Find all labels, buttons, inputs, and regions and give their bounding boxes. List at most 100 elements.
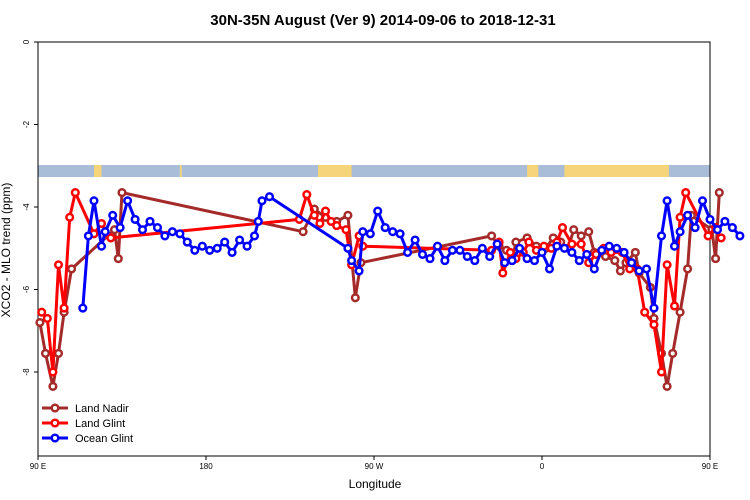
data-point — [78, 303, 88, 313]
data-point — [544, 264, 555, 274]
data-point — [735, 231, 745, 241]
data-point — [612, 243, 622, 253]
data-point — [425, 254, 435, 264]
data-point — [354, 266, 364, 276]
x-axis-label: Longitude — [349, 477, 402, 491]
x-tick-label: 0 — [540, 462, 545, 471]
data-point — [332, 221, 342, 231]
data-point — [615, 266, 625, 276]
data-point — [65, 212, 75, 222]
data-point — [604, 241, 614, 251]
data-point — [137, 225, 148, 235]
data-point — [559, 243, 569, 253]
data-point — [417, 249, 428, 259]
data-point — [264, 192, 275, 202]
data-point — [697, 196, 708, 206]
data-point — [380, 223, 390, 233]
data-point — [600, 251, 611, 262]
land-segment — [564, 165, 669, 177]
data-point — [462, 251, 472, 262]
data-point — [515, 243, 525, 253]
data-point — [711, 254, 721, 264]
legend-marker — [50, 433, 60, 443]
data-point — [641, 264, 652, 274]
data-point — [524, 237, 534, 247]
data-point — [675, 212, 685, 222]
data-point — [662, 381, 672, 391]
data-point — [440, 256, 450, 266]
x-tick-label: 90 E — [30, 462, 46, 471]
legend-label: Ocean Glint — [75, 433, 133, 445]
data-point — [630, 247, 640, 257]
data-point — [35, 317, 45, 328]
y-tick-label: -2 — [22, 120, 31, 128]
land-segment — [654, 165, 666, 177]
data-point — [675, 227, 685, 237]
data-point — [106, 233, 116, 243]
data-point — [552, 241, 562, 251]
data-point — [388, 227, 398, 237]
data-point — [190, 245, 200, 255]
data-point — [487, 231, 497, 241]
data-point — [669, 301, 680, 311]
data-point — [447, 245, 457, 255]
data-point — [123, 196, 133, 206]
data-point — [656, 231, 667, 241]
data-point — [477, 243, 487, 253]
land-segment — [179, 165, 182, 177]
data-point — [48, 367, 58, 377]
series-ocean-glint — [78, 192, 745, 313]
data-point — [100, 227, 110, 237]
data-point — [235, 235, 245, 245]
data-point — [403, 247, 413, 257]
y-axis: 0 -2 -4 -6 -8 — [22, 39, 38, 376]
land-segment — [527, 165, 539, 177]
y-axis-label: XCO2 - MLO trend (ppm) — [0, 183, 13, 318]
data-point — [656, 367, 667, 377]
data-point — [582, 249, 592, 259]
data-point — [432, 241, 443, 251]
data-point — [576, 239, 586, 249]
data-point — [455, 245, 465, 255]
data-point — [690, 223, 700, 233]
data-point — [619, 247, 629, 257]
data-point — [584, 227, 594, 237]
data-point — [714, 188, 724, 198]
data-point — [343, 210, 353, 220]
data-point — [669, 241, 680, 251]
data-point — [500, 258, 510, 268]
ocean-strip — [38, 165, 710, 177]
land-ocean-strip — [38, 165, 710, 177]
data-point — [557, 223, 568, 233]
data-point — [302, 190, 312, 200]
data-point — [67, 264, 77, 274]
data-point — [373, 206, 383, 216]
data-point — [108, 210, 118, 220]
legend: Land Nadir Land Glint Ocean Glint — [42, 403, 133, 445]
data-point — [395, 229, 405, 239]
data-point — [242, 241, 252, 251]
data-point — [37, 307, 47, 317]
data-point — [569, 225, 579, 235]
data-point — [365, 229, 375, 239]
data-point — [662, 260, 672, 270]
x-tick-label: 90 W — [365, 462, 384, 471]
legend-marker — [50, 418, 60, 428]
data-point — [498, 268, 508, 278]
data-point — [117, 188, 127, 198]
data-point — [212, 243, 222, 253]
data-point — [649, 320, 659, 330]
y-tick-label: -6 — [22, 285, 31, 293]
data-point — [589, 264, 599, 274]
y-tick-label: -8 — [22, 368, 31, 376]
data-point — [720, 216, 730, 226]
data-point — [640, 307, 650, 317]
data-point — [253, 216, 263, 226]
data-point — [668, 348, 678, 358]
data-point — [350, 293, 360, 303]
legend-label: Land Glint — [75, 418, 125, 430]
data-point — [326, 216, 336, 226]
data-point — [567, 239, 577, 249]
data-point — [507, 256, 517, 266]
data-point — [511, 237, 521, 247]
